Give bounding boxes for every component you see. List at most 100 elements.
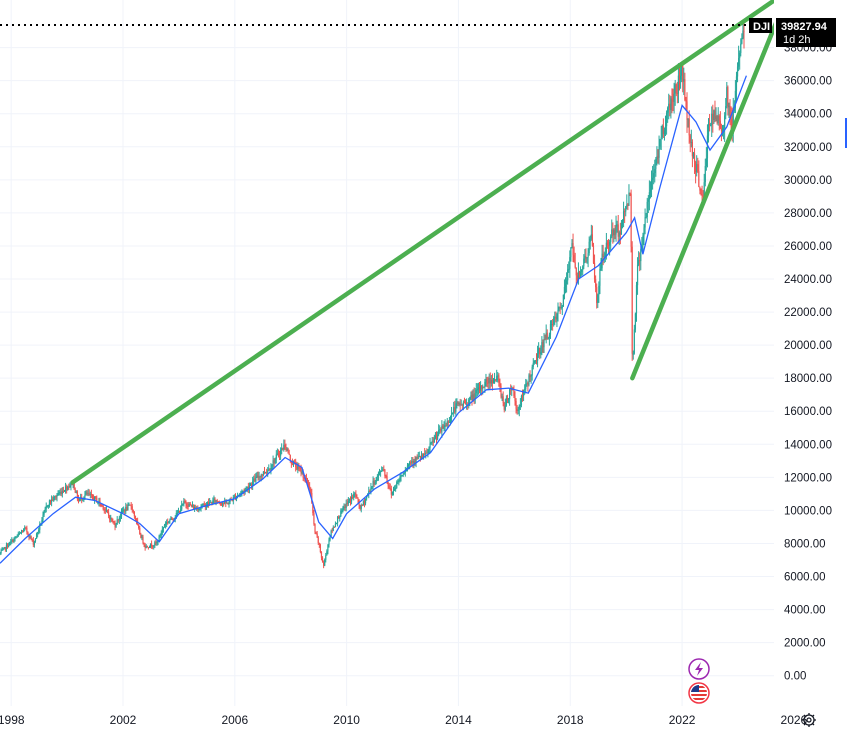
candle-body bbox=[329, 536, 331, 540]
candle-body bbox=[414, 460, 416, 462]
candle-body bbox=[166, 521, 168, 525]
candle-body bbox=[497, 375, 499, 377]
candle-body bbox=[341, 510, 343, 512]
candle-body bbox=[513, 389, 515, 396]
candle-body bbox=[366, 496, 368, 499]
candle-body bbox=[559, 307, 561, 309]
candle-body bbox=[272, 460, 274, 466]
candle-body bbox=[142, 536, 144, 543]
candle-body bbox=[421, 455, 424, 457]
gear-icon[interactable] bbox=[802, 713, 816, 727]
candle-body bbox=[159, 535, 161, 537]
candle-body bbox=[714, 110, 716, 120]
candle-body bbox=[628, 192, 630, 206]
candle-body bbox=[564, 284, 567, 287]
candle-body bbox=[442, 425, 444, 429]
candle-body bbox=[334, 523, 337, 528]
x-axis[interactable]: 1998 2002 2006 2010 2014 2018 2022 2026 bbox=[0, 706, 808, 734]
candle-body bbox=[489, 378, 491, 384]
candle-body bbox=[644, 217, 646, 228]
candle-body bbox=[522, 389, 525, 397]
candle-body bbox=[610, 236, 612, 243]
candle-body bbox=[231, 500, 233, 502]
candle-body bbox=[378, 471, 381, 474]
candle-body bbox=[558, 307, 560, 310]
candle-body bbox=[582, 266, 584, 271]
candle-body bbox=[724, 115, 726, 128]
candle-body bbox=[716, 116, 718, 124]
candle-body bbox=[645, 216, 647, 218]
candle-body bbox=[581, 270, 583, 272]
candle-body bbox=[524, 388, 526, 390]
candle-body bbox=[64, 486, 67, 491]
candle-body bbox=[520, 395, 523, 405]
candle-body bbox=[143, 542, 145, 545]
candle-body bbox=[199, 507, 201, 510]
candle-body bbox=[170, 517, 172, 520]
candle-body bbox=[197, 508, 199, 511]
candle-body bbox=[312, 502, 314, 514]
candle-body bbox=[330, 530, 332, 537]
candle-body bbox=[133, 511, 135, 517]
candle-body bbox=[10, 541, 12, 543]
candle-body bbox=[113, 521, 115, 524]
candle-body bbox=[360, 505, 362, 509]
candle-body bbox=[471, 395, 473, 401]
candle-body bbox=[42, 514, 44, 521]
candle-body bbox=[743, 30, 745, 33]
lightning-icon[interactable] bbox=[688, 658, 710, 680]
candle-body bbox=[14, 537, 16, 539]
candle-body bbox=[469, 397, 471, 400]
candle-body bbox=[685, 99, 687, 102]
candle-body bbox=[676, 93, 678, 95]
candle-body bbox=[164, 524, 167, 526]
candle-body bbox=[584, 256, 586, 259]
y-tick-label: 24000.00 bbox=[784, 274, 832, 286]
y-axis[interactable]: 38000.0036000.0034000.0032000.0030000.00… bbox=[774, 0, 847, 734]
candle-body bbox=[217, 501, 219, 503]
candle-body bbox=[661, 125, 663, 138]
candle-body bbox=[92, 497, 95, 501]
candle-body bbox=[590, 234, 592, 239]
candle-body bbox=[521, 395, 524, 397]
candle-body bbox=[531, 366, 533, 376]
last-price-value: 39827.94 bbox=[781, 21, 828, 33]
trendline-lower[interactable] bbox=[630, 0, 788, 381]
candle-body bbox=[264, 472, 267, 474]
trendline-upper[interactable] bbox=[70, 0, 782, 485]
candle-body bbox=[86, 492, 88, 494]
candle-body bbox=[21, 531, 24, 533]
candle-body bbox=[711, 113, 713, 126]
candle-body bbox=[703, 182, 705, 196]
candle-body bbox=[176, 512, 178, 514]
candle-body bbox=[688, 118, 690, 136]
candle-body bbox=[515, 401, 517, 409]
candle-body bbox=[397, 480, 399, 483]
candle-body bbox=[167, 521, 169, 523]
candle-body bbox=[132, 510, 134, 512]
candle-body bbox=[372, 480, 374, 487]
candle-body bbox=[352, 496, 354, 498]
candle-body bbox=[448, 422, 451, 424]
candle-body bbox=[346, 502, 348, 504]
x-tick-label: 2014 bbox=[445, 713, 472, 727]
candle-body bbox=[390, 488, 392, 495]
candle-body bbox=[32, 539, 34, 545]
candle-body bbox=[1, 549, 3, 551]
candle-body bbox=[516, 408, 518, 411]
candle-body bbox=[426, 452, 428, 454]
trendlines[interactable] bbox=[70, 0, 788, 485]
candle-body bbox=[406, 465, 409, 469]
candle-body bbox=[387, 481, 389, 486]
candle-body bbox=[340, 510, 342, 517]
candle-body bbox=[734, 90, 736, 109]
us-flag-icon[interactable] bbox=[688, 682, 710, 704]
candle-body bbox=[572, 243, 574, 256]
candle-body bbox=[463, 402, 466, 404]
candle-body bbox=[48, 500, 51, 506]
event-badges[interactable] bbox=[688, 658, 710, 704]
moving-average-line bbox=[0, 75, 748, 564]
candle-body bbox=[320, 552, 323, 558]
